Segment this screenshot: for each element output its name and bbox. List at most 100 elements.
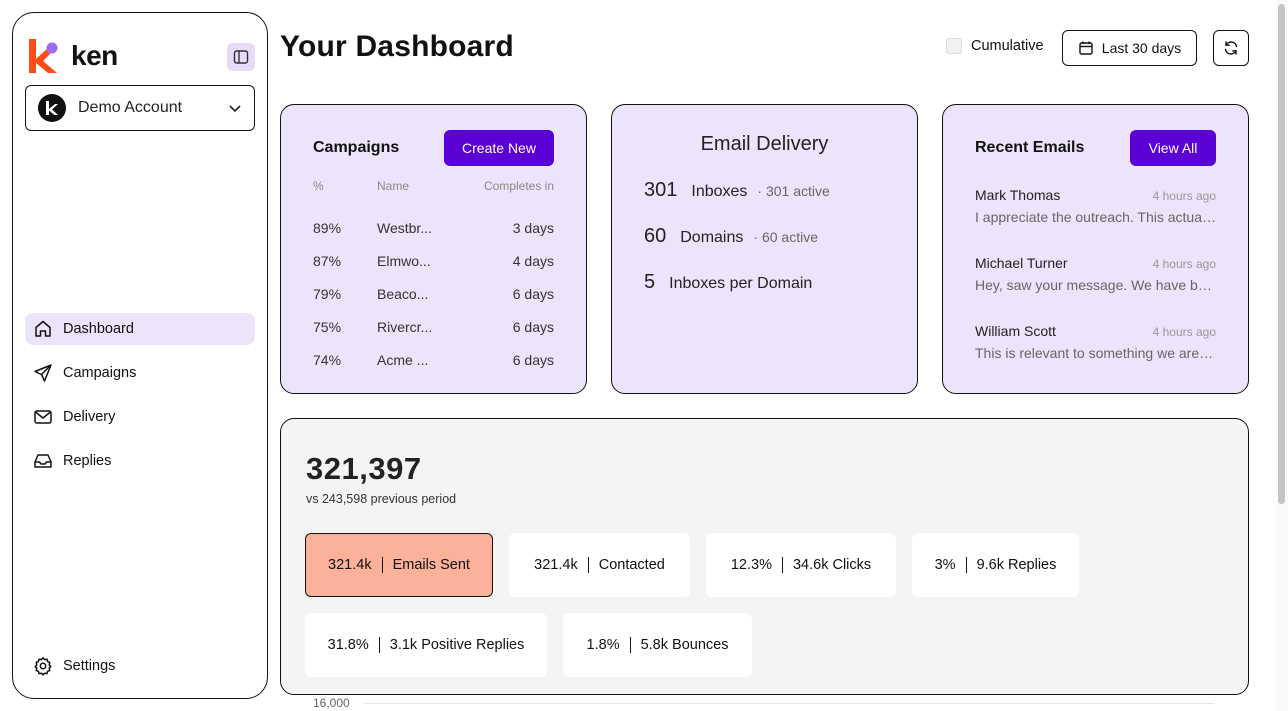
metric-label: 3.1k Positive Replies	[389, 637, 525, 653]
sidebar-item-label: Settings	[63, 658, 116, 674]
cumulative-checkbox[interactable]	[946, 38, 962, 54]
view-all-button[interactable]: View All	[1130, 130, 1216, 166]
inboxes-per-domain-count: 5	[644, 271, 656, 293]
sidebar-toggle-button[interactable]	[227, 43, 255, 71]
account-switcher[interactable]: Demo Account	[25, 85, 255, 131]
email-item[interactable]: William Scott 4 hours ago This is releva…	[975, 323, 1216, 361]
sidebar-toggle-icon	[233, 50, 249, 64]
metric-bounces[interactable]: 1.8% 5.8k Bounces	[563, 613, 752, 677]
table-row[interactable]: 74% Acme ... 6 days	[313, 343, 554, 376]
campaign-progress: 74%	[313, 351, 342, 368]
campaign-name: Acme ...	[377, 351, 429, 368]
metric-clicks[interactable]: 12.3% 34.6k Clicks	[706, 533, 896, 597]
campaigns-title: Campaigns	[313, 139, 400, 156]
campaign-name: Elmwo...	[377, 252, 431, 269]
sidebar-item-replies[interactable]: Replies	[25, 445, 255, 477]
page-title: Your Dashboard	[280, 30, 514, 63]
gear-icon	[34, 657, 52, 676]
campaigns-card: Campaigns Create New % Name Completes in…	[280, 104, 587, 394]
sidebar-item-campaigns[interactable]: Campaigns	[25, 357, 255, 389]
metric-value: 31.8%	[327, 637, 369, 653]
campaign-name: Rivercr...	[377, 318, 433, 335]
email-delivery-card: Email Delivery 301 Inboxes · 301 active …	[611, 104, 918, 394]
column-header-name: Name	[377, 179, 410, 193]
metric-label: Emails Sent	[392, 557, 470, 573]
chart-y-tick: 16,000	[313, 696, 350, 710]
sidebar-item-settings[interactable]: Settings	[25, 650, 255, 682]
column-header-completes: Completes in	[483, 179, 554, 193]
metric-replies[interactable]: 3% 9.6k Replies	[912, 533, 1079, 597]
metric-contacted[interactable]: 321.4k Contacted	[509, 533, 690, 597]
campaign-name: Westbr...	[377, 219, 432, 236]
campaign-progress: 75%	[313, 318, 342, 335]
ken-logo-icon	[29, 39, 61, 73]
metric-label: Contacted	[598, 557, 665, 573]
scrollbar-thumb[interactable]	[1278, 4, 1285, 504]
brand-logo[interactable]: ken	[29, 39, 118, 73]
metric-emails-sent[interactable]: 321.4k Emails Sent	[305, 533, 493, 597]
chevron-down-icon	[229, 105, 241, 113]
email-item[interactable]: Michael Turner 4 hours ago Hey, saw your…	[975, 255, 1216, 293]
refresh-button[interactable]	[1213, 30, 1249, 66]
metric-value: 1.8%	[586, 637, 620, 653]
table-row[interactable]: 87% Elmwo... 4 days	[313, 244, 554, 277]
account-avatar	[38, 94, 66, 122]
metric-label: 34.6k Clicks	[792, 557, 872, 573]
inbox-icon	[34, 454, 52, 468]
campaign-completes-in: 4 days	[512, 252, 554, 269]
email-delivery-title: Email Delivery	[700, 133, 829, 155]
sidebar-item-dashboard[interactable]: Dashboard	[25, 313, 255, 345]
sidebar-item-delivery[interactable]: Delivery	[25, 401, 255, 433]
campaign-completes-in: 6 days	[512, 351, 554, 368]
home-icon	[35, 320, 51, 337]
metric-value: 3%	[934, 557, 956, 573]
cumulative-label: Cumulative	[971, 38, 1044, 54]
date-range-label: Last 30 days	[1101, 40, 1182, 56]
mail-icon	[34, 410, 52, 424]
sidebar: ken Demo Account Dashboard Campaigns Del…	[12, 12, 268, 699]
date-range-button[interactable]: Last 30 days	[1062, 30, 1197, 66]
account-name: Demo Account	[78, 99, 183, 116]
email-item[interactable]: Mark Thomas 4 hours ago I appreciate the…	[975, 187, 1216, 225]
sidebar-item-label: Replies	[63, 453, 112, 469]
email-preview: I appreciate the outreach. This actually…	[975, 209, 1216, 225]
inboxes-count: 301	[644, 179, 678, 201]
campaign-completes-in: 6 days	[512, 318, 554, 335]
metric-value: 12.3%	[730, 557, 772, 573]
campaign-name: Beaco...	[377, 285, 429, 302]
total-metric-value: 321,397	[306, 451, 422, 486]
email-sender: William Scott	[975, 323, 1056, 339]
domains-label: Domains	[680, 229, 744, 246]
sidebar-item-label: Campaigns	[63, 365, 137, 381]
campaign-progress: 89%	[313, 219, 342, 236]
campaigns-header: Campaigns Create New	[313, 130, 554, 166]
cumulative-toggle[interactable]: Cumulative	[946, 38, 1044, 54]
domains-active: · 60 active	[753, 229, 818, 245]
table-row[interactable]: 79% Beaco... 6 days	[313, 277, 554, 310]
recent-emails-header: Recent Emails View All	[975, 130, 1216, 166]
table-row[interactable]: 89% Westbr... 3 days	[313, 211, 554, 244]
calendar-icon	[1079, 41, 1093, 55]
campaigns-table: % Name Completes in 89% Westbr... 3 days…	[313, 179, 554, 376]
table-row[interactable]: 75% Rivercr... 6 days	[313, 310, 554, 343]
metric-positive-replies[interactable]: 31.8% 3.1k Positive Replies	[305, 613, 547, 677]
campaign-progress: 87%	[313, 252, 342, 269]
settings-area: Settings	[25, 650, 255, 694]
column-header-pct: %	[313, 179, 324, 193]
campaign-completes-in: 3 days	[512, 219, 554, 236]
metric-label: 9.6k Replies	[976, 557, 1057, 573]
email-preview: This is relevant to something we are wor…	[975, 345, 1216, 361]
email-time: 4 hours ago	[1152, 189, 1216, 203]
brand-name: ken	[71, 40, 118, 71]
send-icon	[34, 364, 52, 382]
metric-label: 5.8k Bounces	[640, 637, 729, 653]
metric-value: 321.4k	[534, 557, 578, 573]
sidebar-item-label: Delivery	[63, 409, 116, 425]
email-sender: Michael Turner	[975, 255, 1068, 271]
table-header: % Name Completes in	[313, 179, 554, 193]
campaign-completes-in: 6 days	[512, 285, 554, 302]
previous-period-compare: vs 243,598 previous period	[306, 492, 457, 506]
recent-emails-title: Recent Emails	[975, 139, 1085, 156]
create-campaign-button[interactable]: Create New	[444, 130, 554, 166]
email-sender: Mark Thomas	[975, 187, 1061, 203]
